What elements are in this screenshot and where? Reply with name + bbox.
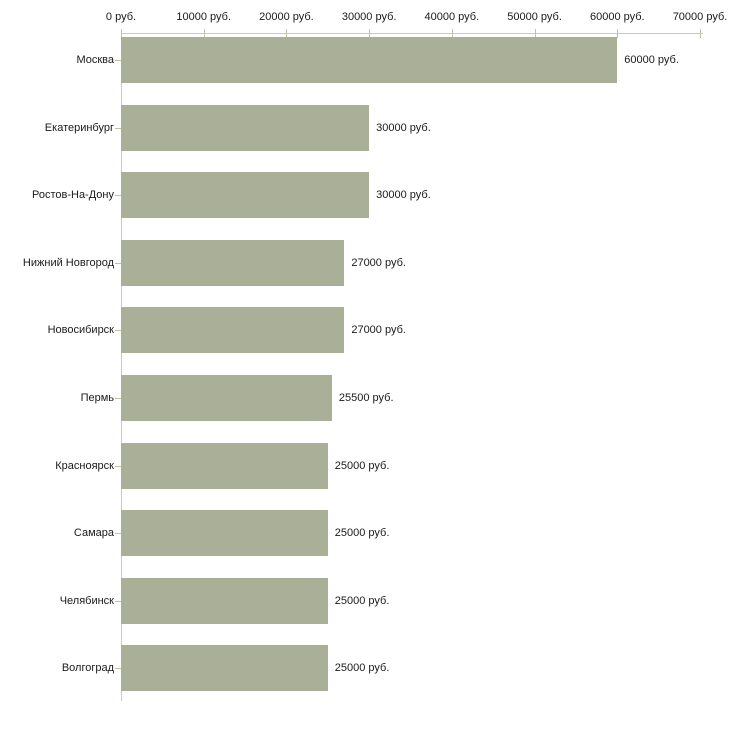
value-label: 60000 руб. bbox=[624, 54, 679, 66]
x-axis-tick-label: 70000 руб. bbox=[672, 11, 728, 23]
value-label: 30000 руб. bbox=[376, 121, 431, 134]
bar bbox=[121, 510, 328, 557]
value-label: 25000 руб. bbox=[334, 594, 390, 607]
y-axis-line bbox=[121, 33, 122, 701]
y-axis-tick-mark bbox=[115, 600, 121, 602]
y-axis-tick-mark bbox=[115, 668, 121, 670]
y-axis-tick-mark bbox=[115, 60, 121, 61]
y-axis-tick-mark bbox=[115, 533, 121, 535]
x-axis-tick-mark bbox=[534, 29, 536, 38]
value-label: 25000 руб. bbox=[334, 527, 390, 540]
y-axis-tick-mark bbox=[115, 330, 121, 332]
category-label: Москва bbox=[76, 54, 114, 66]
bar bbox=[121, 307, 345, 354]
x-axis-tick-label: 10000 руб. bbox=[176, 11, 232, 23]
x-axis-tick-label: 20000 руб. bbox=[259, 11, 314, 23]
x-axis-line bbox=[121, 33, 703, 34]
bar bbox=[121, 375, 332, 421]
x-axis-tick-mark bbox=[451, 29, 453, 38]
x-axis-tick-label: 50000 руб. bbox=[507, 11, 562, 23]
value-label: 27000 руб. bbox=[351, 256, 406, 269]
category-label: Челябинск bbox=[59, 594, 114, 607]
category-label: Красноярск bbox=[55, 459, 114, 472]
bar-row: Москва 60000 руб. bbox=[0, 37, 730, 83]
category-label: Ростов-На-Дону bbox=[31, 189, 114, 202]
x-axis-tick-label: 0 руб. bbox=[105, 11, 137, 23]
bar bbox=[121, 172, 370, 219]
y-axis-tick-mark bbox=[115, 195, 121, 197]
bar-row: Волгоград 25000 руб. bbox=[0, 645, 730, 692]
value-label: 25000 руб. bbox=[334, 662, 390, 675]
bar-row: Новосибирск 27000 руб. bbox=[0, 307, 730, 354]
x-axis-tick-mark bbox=[203, 29, 205, 38]
value-label: 27000 руб. bbox=[351, 324, 406, 337]
category-label: Екатеринбург bbox=[44, 121, 114, 134]
bar-row: Ростов-На-Дону 30000 руб. bbox=[0, 172, 730, 219]
value-label: 25000 руб. bbox=[334, 459, 390, 472]
x-axis-tick-mark bbox=[369, 29, 371, 38]
x-axis-tick-label: 40000 руб. bbox=[424, 11, 480, 23]
x-axis-tick-mark bbox=[700, 29, 701, 38]
bar bbox=[121, 645, 328, 692]
bar-row: Екатеринбург 30000 руб. bbox=[0, 104, 730, 151]
bar-row: Нижний Новгород 27000 руб. bbox=[0, 239, 730, 286]
bar bbox=[121, 442, 328, 489]
y-axis-tick-mark bbox=[115, 262, 121, 264]
x-axis-tick-mark bbox=[121, 29, 122, 38]
category-label: Нижний Новгород bbox=[22, 256, 114, 269]
x-axis-tick-label: 60000 руб. bbox=[589, 11, 645, 23]
y-axis-tick-mark bbox=[115, 398, 121, 399]
bar bbox=[121, 577, 328, 624]
bar bbox=[121, 239, 345, 286]
x-axis-tick-mark bbox=[617, 29, 619, 38]
category-label: Самара bbox=[73, 527, 114, 540]
value-label: 25500 руб. bbox=[338, 392, 394, 404]
bar-row: Самара 25000 руб. bbox=[0, 510, 730, 557]
bar-row: Красноярск 25000 руб. bbox=[0, 442, 730, 489]
y-axis-tick-mark bbox=[115, 127, 121, 129]
bar-row: Пермь 25500 руб. bbox=[0, 375, 730, 421]
bar-row: Челябинск 25000 руб. bbox=[0, 577, 730, 624]
category-label: Новосибирск bbox=[47, 324, 114, 337]
bar bbox=[121, 104, 370, 151]
y-axis-tick-mark bbox=[115, 465, 121, 467]
category-label: Пермь bbox=[80, 392, 114, 404]
bar bbox=[121, 37, 618, 83]
x-axis-tick-mark bbox=[286, 29, 288, 38]
value-label: 30000 руб. bbox=[376, 189, 431, 202]
x-axis-tick-label: 30000 руб. bbox=[341, 11, 397, 23]
category-label: Волгоград bbox=[61, 662, 114, 675]
